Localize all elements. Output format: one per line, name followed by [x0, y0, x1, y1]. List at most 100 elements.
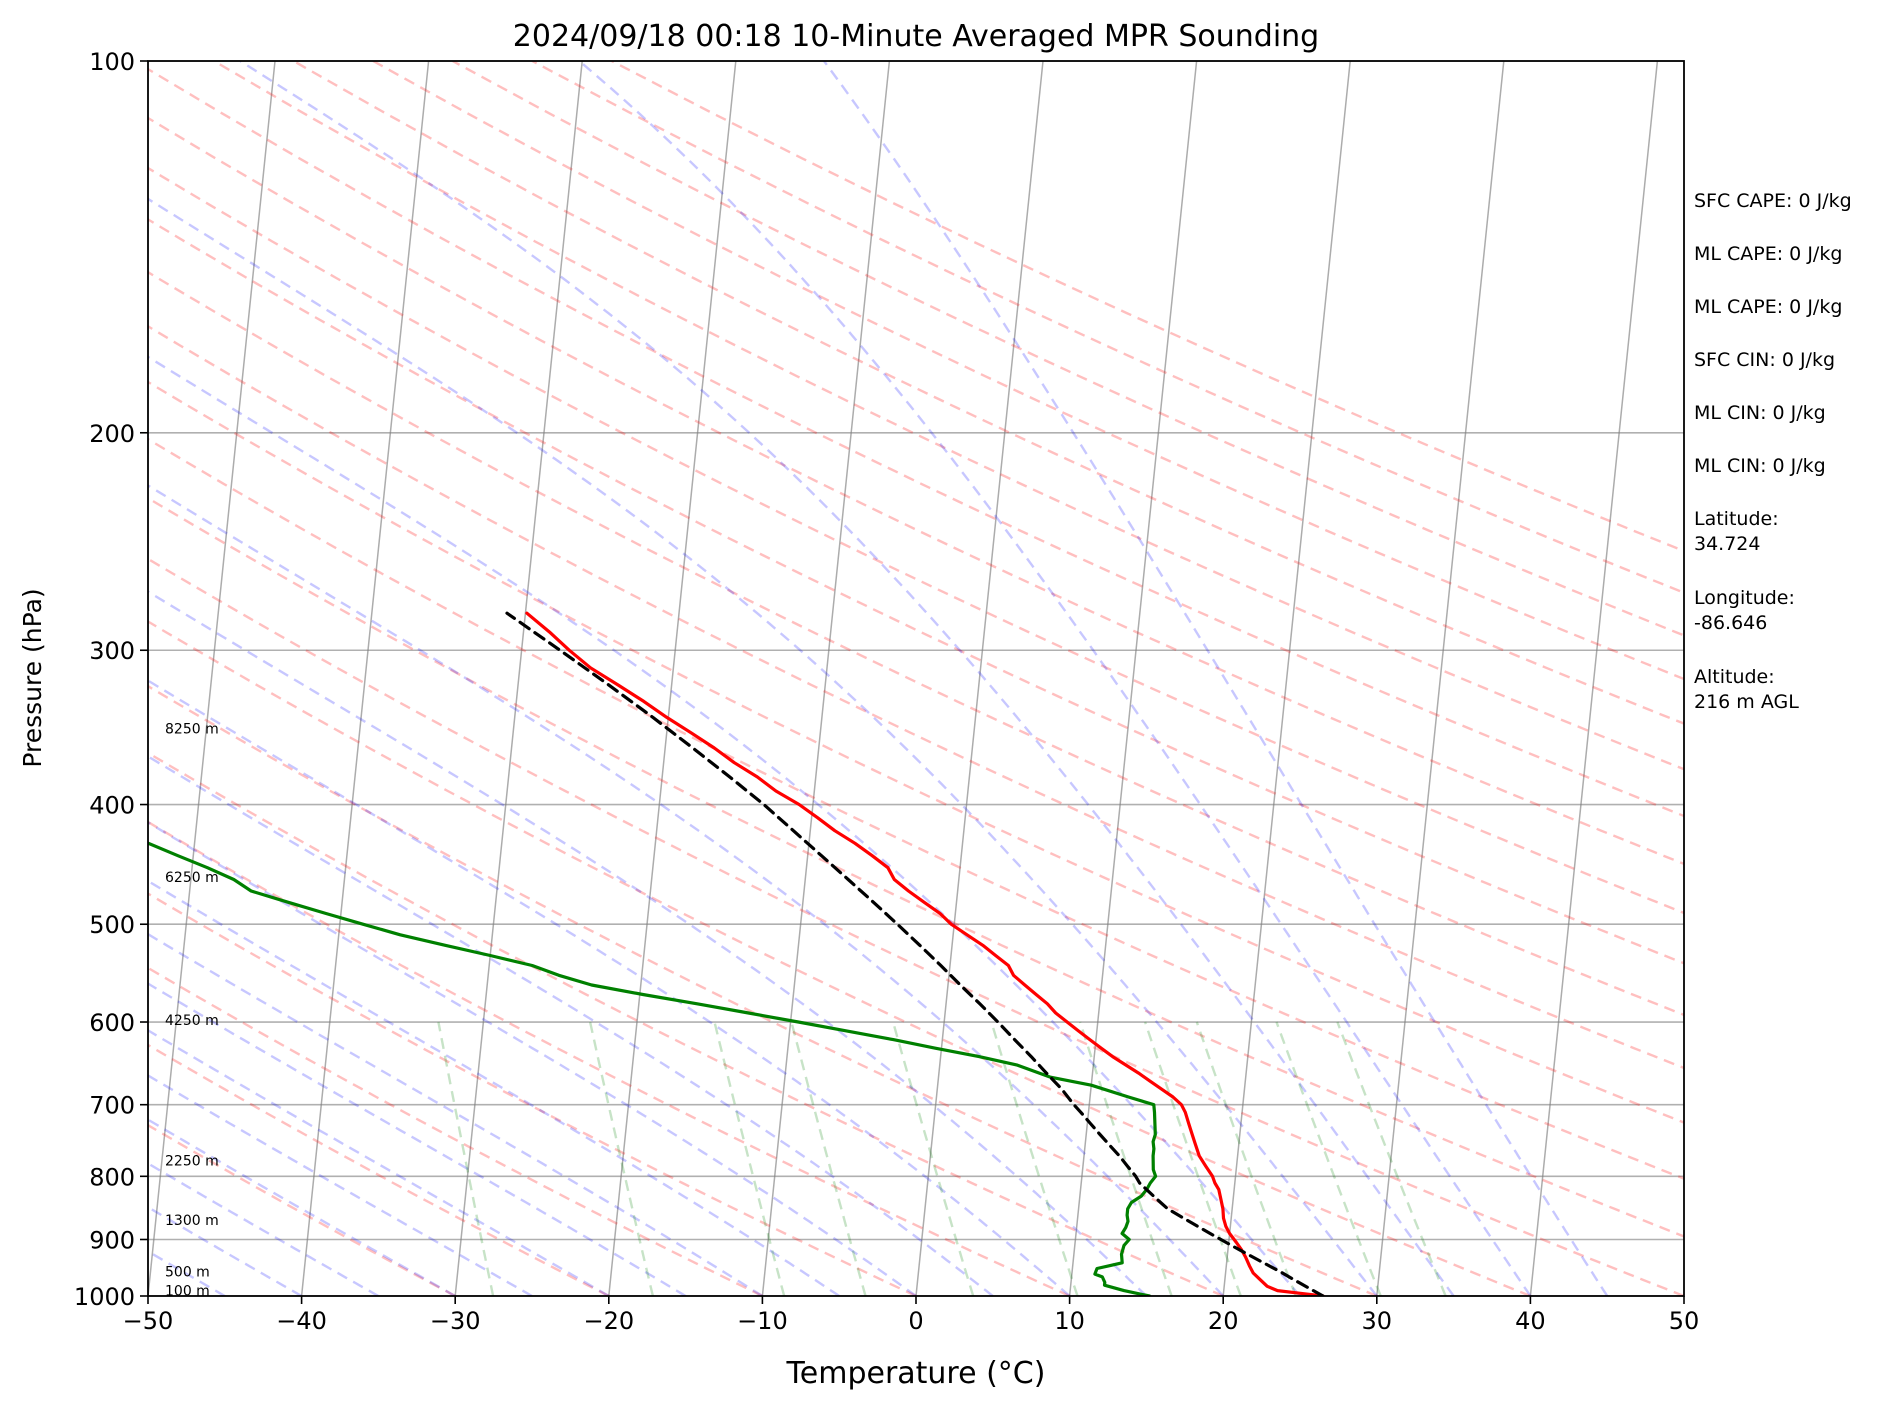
y-tick-label: 400 — [89, 792, 135, 820]
moist-adiabat-lines — [148, 61, 1609, 1296]
sounding-stat: ML CAPE: 0 J/kg — [1694, 243, 1843, 265]
moist-adiabat-line — [148, 982, 687, 1296]
sounding-stat: Latitude: 34.724 — [1694, 508, 1779, 555]
dry-adiabat-line — [372, 61, 1684, 681]
plot-area — [148, 61, 1684, 1296]
y-tick-label: 500 — [89, 911, 135, 939]
mixing-ratio-line — [790, 1021, 867, 1296]
dry-adiabat-line — [148, 557, 1684, 1296]
y-tick-label: 900 — [89, 1226, 135, 1254]
mixing-ratio-line — [437, 1021, 495, 1296]
isotherm-line — [608, 61, 737, 1296]
y-tick-label: 800 — [89, 1163, 135, 1191]
y-tick-label: 1000 — [74, 1283, 135, 1311]
mixing-ratio-line — [990, 1021, 1079, 1296]
dry-adiabat-line — [148, 67, 1684, 818]
sounding-stat: SFC CAPE: 0 J/kg — [1694, 190, 1852, 212]
y-tick-label: 100 — [89, 48, 135, 76]
x-tick-label: −30 — [430, 1307, 481, 1335]
height-label: 500 m — [165, 1264, 210, 1280]
dry-adiabat-line — [148, 620, 1531, 1296]
moist-adiabat-line — [148, 821, 917, 1296]
y-tick-label: 600 — [89, 1009, 135, 1037]
height-label: 1300 m — [165, 1213, 219, 1229]
mixing-ratio-lines — [437, 1021, 1447, 1296]
dry-adiabat-line — [148, 324, 1684, 1070]
dry-adiabat-line — [148, 892, 917, 1296]
isotherm-line — [915, 61, 1044, 1296]
isotherm-line — [761, 61, 891, 1296]
isotherm-line — [1376, 61, 1505, 1296]
chart-title: 2024/09/18 00:18 10-Minute Averaged MPR … — [513, 19, 1319, 54]
temperature-profile-line — [525, 611, 1325, 1296]
dry-adiabat-line — [148, 684, 1378, 1296]
moist-adiabat-line — [148, 755, 994, 1296]
moist-adiabat-line — [239, 61, 1455, 1296]
isotherm-line — [454, 61, 583, 1296]
x-tick-label: −10 — [737, 1307, 788, 1335]
x-tick-label: 50 — [1669, 1307, 1700, 1335]
dry-adiabat-line — [148, 1043, 610, 1296]
x-tick-label: 10 — [1054, 1307, 1085, 1335]
mixing-ratio-line — [713, 1021, 786, 1296]
moist-adiabat-line — [148, 197, 1378, 1296]
x-tick-label: 0 — [908, 1307, 923, 1335]
x-tick-label: 20 — [1208, 1307, 1239, 1335]
dry-adiabat-line — [213, 61, 1684, 771]
x-tick-label: −20 — [583, 1307, 634, 1335]
dry-adiabat-line — [148, 496, 1684, 1238]
moist-adiabat-line — [148, 679, 1071, 1296]
y-tick-label: 200 — [89, 420, 135, 448]
height-label: 4250 m — [165, 1013, 219, 1029]
sounding-stat: Altitude: 216 m AGL — [1694, 666, 1799, 713]
dry-adiabat-line — [452, 61, 1684, 637]
dry-adiabat-line — [148, 751, 1224, 1296]
mixing-ratio-line — [1078, 1021, 1173, 1296]
dry-adiabat-line — [148, 437, 1684, 1180]
dry-adiabat-line — [148, 1123, 456, 1296]
moist-adiabat-line — [148, 355, 1301, 1296]
x-axis-label: Temperature (°C) — [786, 1356, 1046, 1391]
mixing-ratio-line — [1336, 1021, 1447, 1296]
sounding-series — [148, 611, 1325, 1296]
y-axis-label: Pressure (hPa) — [18, 588, 47, 767]
sounding-stat: ML CIN: 0 J/kg — [1694, 402, 1826, 424]
dry-adiabat-line — [148, 270, 1684, 1017]
x-tick-label: −50 — [123, 1307, 174, 1335]
moist-adiabat-line — [148, 590, 1148, 1296]
y-tick-label: 700 — [89, 1092, 135, 1120]
dry-adiabat-line — [148, 380, 1684, 1124]
mixing-ratio-line — [1143, 1021, 1242, 1296]
height-labels: 100 m 500 m 1300 m 2250 m 4250 m 6250 m 8250 m — [165, 721, 219, 1299]
dry-adiabat-line — [148, 820, 1071, 1296]
x-axis-ticks: −50 −40 −30 −20 −10 0 10 20 30 40 50 — [123, 1296, 1700, 1335]
mixing-ratio-line — [588, 1021, 655, 1296]
dry-adiabat-line — [148, 166, 1684, 915]
mixing-ratio-line — [1195, 1021, 1297, 1296]
isobar-gridlines — [148, 61, 1684, 1296]
x-tick-label: −40 — [276, 1307, 327, 1335]
sounding-stat: Longitude: -86.646 — [1694, 587, 1795, 634]
dry-adiabat-lines — [148, 61, 1684, 1296]
mixing-ratio-line — [1275, 1021, 1382, 1296]
y-tick-label: 300 — [89, 637, 135, 665]
moist-adiabat-line — [148, 879, 840, 1296]
height-label: 100 m — [165, 1284, 210, 1300]
sounding-stat: ML CAPE: 0 J/kg — [1694, 296, 1843, 318]
sounding-stat: ML CIN: 0 J/kg — [1694, 455, 1826, 477]
isotherm-lines — [148, 61, 1684, 1296]
y-axis-ticks: 100 200 300 400 500 600 700 800 900 1000 — [74, 48, 148, 1311]
x-tick-label: 30 — [1362, 1307, 1393, 1335]
isotherm-line — [1529, 61, 1659, 1296]
isotherm-line — [1222, 61, 1351, 1296]
isotherm-line — [300, 61, 430, 1296]
parcel-profile-line — [505, 611, 1325, 1296]
isotherm-line — [148, 61, 276, 1296]
mixing-ratio-line — [891, 1021, 975, 1296]
moist-adiabat-line — [578, 61, 1532, 1296]
sounding-stat: SFC CIN: 0 J/kg — [1694, 349, 1836, 371]
isotherm-line — [1068, 61, 1198, 1296]
moist-adiabat-line — [823, 61, 1609, 1296]
